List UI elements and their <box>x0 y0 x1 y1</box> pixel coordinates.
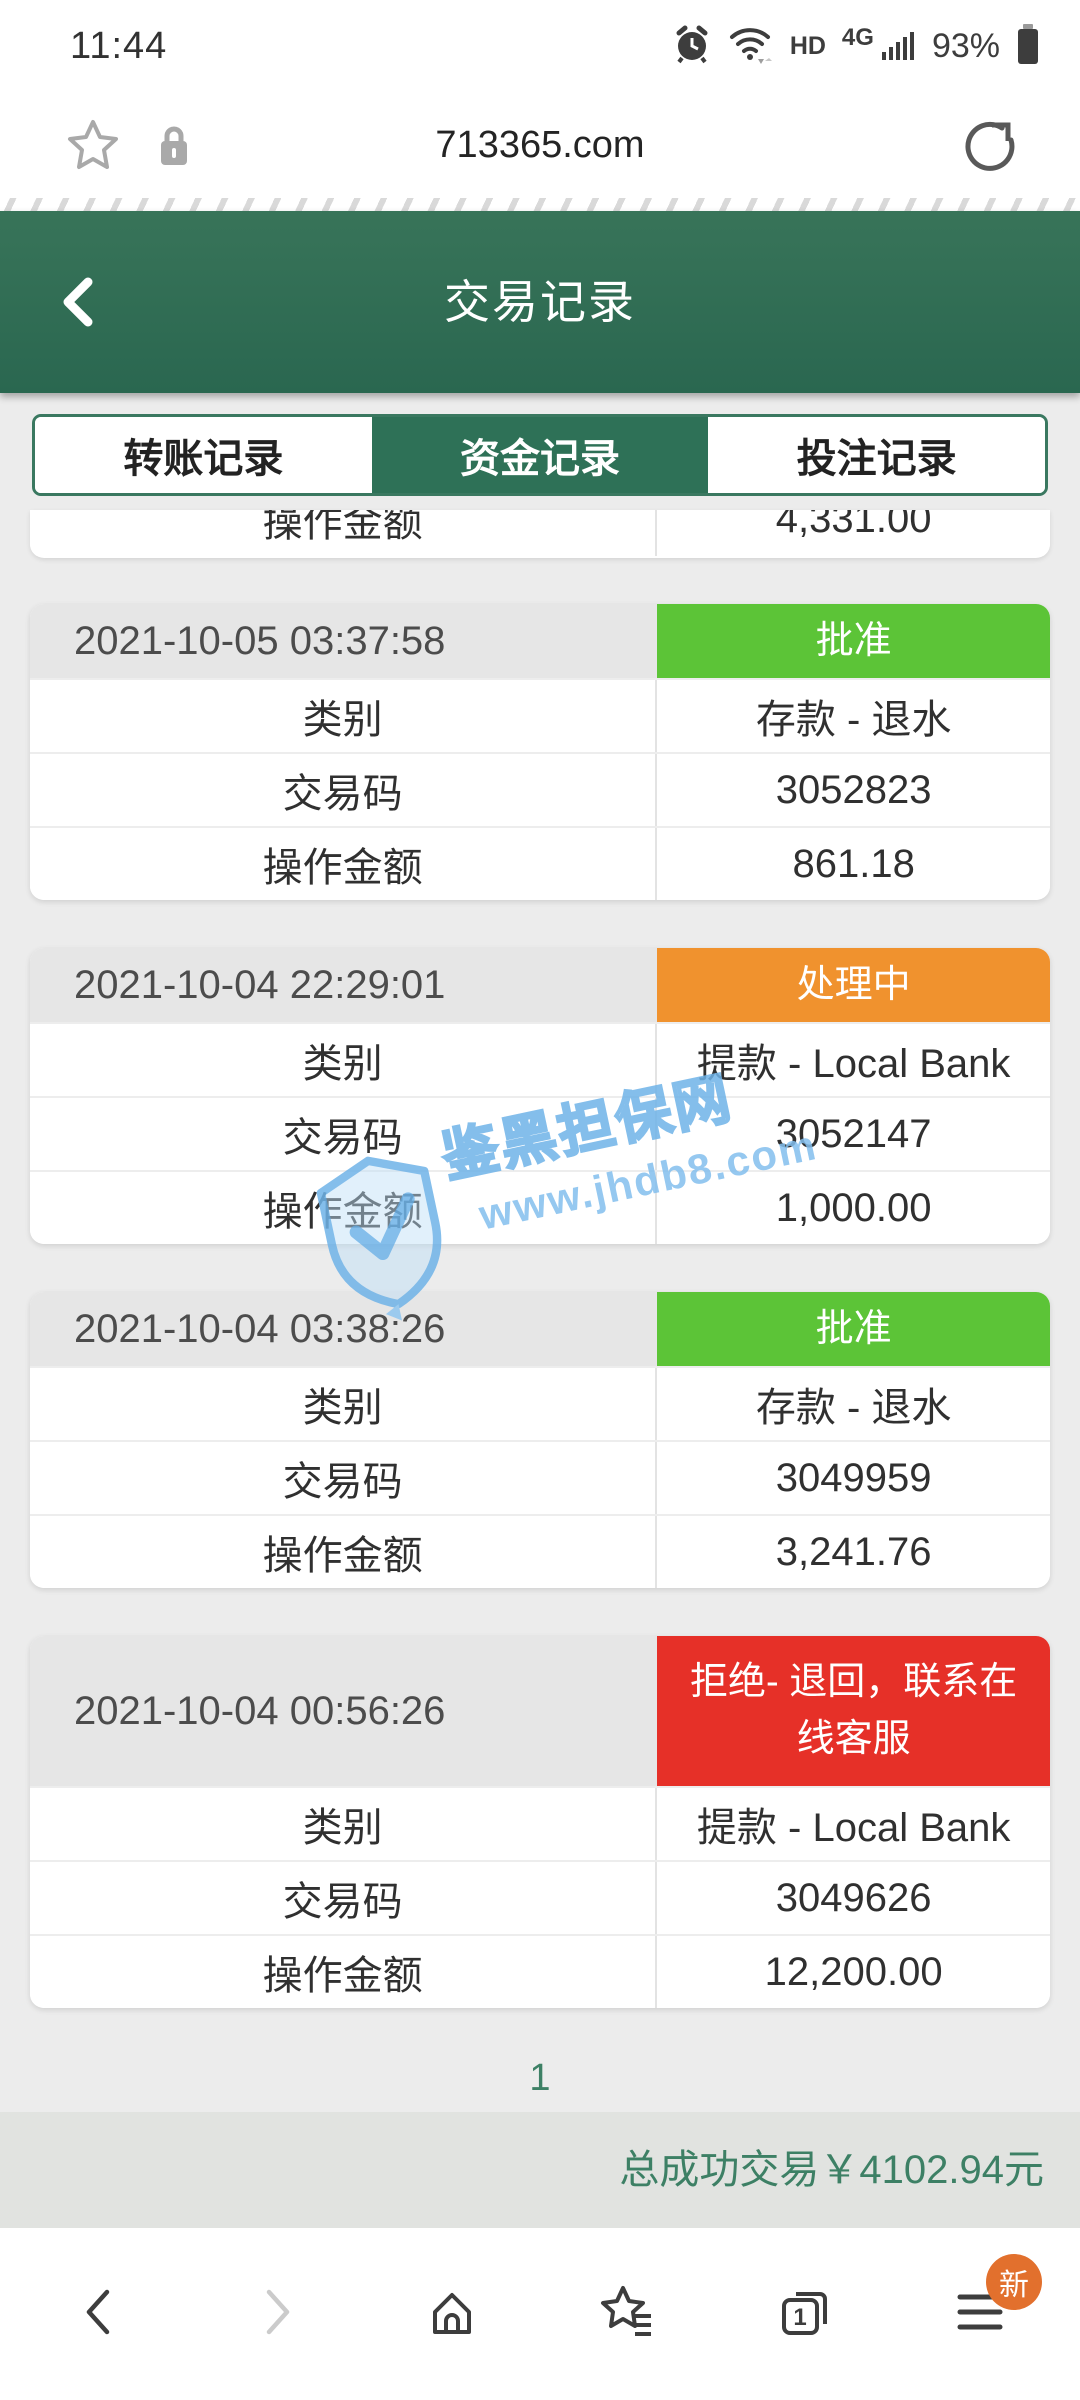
battery-percentage: 93% <box>931 26 1000 65</box>
favorite-star-icon[interactable] <box>64 116 122 179</box>
category-value: 提款 - Local Bank <box>696 1806 1011 1850</box>
wifi-icon <box>728 23 774 70</box>
network-type-label: 4G <box>841 24 874 51</box>
alarm-icon <box>672 23 712 70</box>
table-row: 操作金额 4,331.00 <box>30 510 1050 556</box>
transaction-card-header: 2021-10-04 03:38:26 批准 <box>30 1292 1050 1366</box>
table-row: 操作金额 861.18 <box>30 826 1050 900</box>
amount-label: 操作金额 <box>30 1172 658 1244</box>
nav-forward-icon <box>250 2286 302 2343</box>
amount-value: 1,000.00 <box>775 1185 932 1230</box>
hd-label: HD <box>789 31 826 60</box>
transaction-card: 2021-10-04 00:56:26 拒绝- 退回，联系在线客服 类别 提款 … <box>30 1636 1050 2008</box>
nav-forward-button[interactable] <box>246 2284 306 2344</box>
signal-4g-icon <box>880 26 916 67</box>
status-bar: 11:44 <box>0 0 1080 92</box>
transaction-datetime: 2021-10-04 00:56:26 <box>30 1636 658 1786</box>
code-label: 交易码 <box>30 1442 658 1514</box>
nav-menu-button[interactable]: 新 <box>950 2254 1042 2344</box>
code-value: 3049959 <box>775 1455 932 1500</box>
bookmarks-icon <box>599 2284 657 2345</box>
back-button[interactable] <box>52 274 108 330</box>
amount-value: 3,241.76 <box>775 1529 932 1574</box>
record-tabs: 转账记录 资金记录 投注记录 <box>32 414 1048 496</box>
amount-value: 861.18 <box>792 841 915 886</box>
nav-back-icon <box>74 2286 126 2343</box>
url-text[interactable]: 713365.com <box>435 124 645 166</box>
tab-transfer-records[interactable]: 转账记录 <box>35 417 372 493</box>
tabs-icon: 1 <box>776 2284 832 2345</box>
code-label: 交易码 <box>30 1862 658 1934</box>
transaction-card-header: 2021-10-04 00:56:26 拒绝- 退回，联系在线客服 <box>30 1636 1050 1786</box>
page-title: 交易记录 <box>444 276 636 328</box>
lock-icon[interactable] <box>156 124 192 173</box>
transaction-card: 2021-10-04 22:29:01 处理中 类别 提款 - Local Ba… <box>30 948 1050 1244</box>
nav-tabs-button[interactable]: 1 <box>774 2284 834 2344</box>
code-label: 交易码 <box>30 754 658 826</box>
code-value: 3052147 <box>775 1111 932 1156</box>
transaction-card: 2021-10-05 03:37:58 批准 类别 存款 - 退水 交易码 30… <box>30 604 1050 900</box>
category-label: 类别 <box>30 1024 658 1096</box>
amount-label: 操作金额 <box>30 1516 658 1588</box>
amount-value: 4,331.00 <box>775 510 932 541</box>
browser-nav-bar: 1 新 <box>0 2228 1080 2400</box>
code-value: 3052823 <box>775 767 932 812</box>
status-time: 11:44 <box>70 24 168 67</box>
category-label: 类别 <box>30 680 658 752</box>
new-badge: 新 <box>986 2254 1042 2310</box>
amount-value: 12,200.00 <box>764 1949 943 1994</box>
transaction-datetime: 2021-10-05 03:37:58 <box>30 604 658 678</box>
table-row: 操作金额 12,200.00 <box>30 1934 1050 2008</box>
table-row: 类别 提款 - Local Bank <box>30 1022 1050 1096</box>
battery-icon <box>1016 23 1040 70</box>
address-bar: 713365.com <box>0 92 1080 198</box>
table-row: 类别 存款 - 退水 <box>30 1366 1050 1440</box>
table-row: 操作金额 1,000.00 <box>30 1170 1050 1244</box>
transaction-datetime: 2021-10-04 03:38:26 <box>30 1292 658 1366</box>
partial-transaction-card: 操作金额 4,331.00 <box>30 510 1050 558</box>
category-value: 提款 - Local Bank <box>696 1042 1011 1086</box>
code-value: 3049626 <box>775 1875 932 1920</box>
transaction-list: 2021-10-05 03:37:58 批准 类别 存款 - 退水 交易码 30… <box>30 604 1050 2056</box>
table-row: 交易码 3049626 <box>30 1860 1050 1934</box>
table-row: 交易码 3052823 <box>30 752 1050 826</box>
category-value: 存款 - 退水 <box>755 1386 952 1430</box>
reload-icon[interactable] <box>964 118 1018 177</box>
transaction-card-header: 2021-10-04 22:29:01 处理中 <box>30 948 1050 1022</box>
transaction-card-header: 2021-10-05 03:37:58 批准 <box>30 604 1050 678</box>
tab-fund-records[interactable]: 资金记录 <box>371 417 709 493</box>
svg-text:1: 1 <box>793 2304 806 2331</box>
nav-home-button[interactable] <box>422 2284 482 2344</box>
pagination-current-page[interactable]: 1 <box>529 2057 551 2099</box>
amount-label: 操作金额 <box>30 1936 658 2008</box>
nav-back-button[interactable] <box>70 2284 130 2344</box>
transaction-status-badge: 批准 <box>657 604 1050 678</box>
table-row: 操作金额 3,241.76 <box>30 1514 1050 1588</box>
transaction-card: 2021-10-04 03:38:26 批准 类别 存款 - 退水 交易码 30… <box>30 1292 1050 1588</box>
home-icon <box>424 2284 480 2345</box>
table-row: 类别 存款 - 退水 <box>30 678 1050 752</box>
address-bar-separator <box>0 198 1080 211</box>
total-success-amount: 总成功交易￥4102.94元 <box>0 2112 1080 2228</box>
code-label: 交易码 <box>30 1098 658 1170</box>
transaction-status-badge: 拒绝- 退回，联系在线客服 <box>657 1636 1050 1786</box>
amount-label: 操作金额 <box>30 510 658 556</box>
page-header: 交易记录 <box>0 211 1080 393</box>
table-row: 交易码 3049959 <box>30 1440 1050 1514</box>
transaction-status-badge: 批准 <box>657 1292 1050 1366</box>
transaction-status-badge: 处理中 <box>657 948 1050 1022</box>
category-value: 存款 - 退水 <box>755 698 952 742</box>
table-row: 类别 提款 - Local Bank <box>30 1786 1050 1860</box>
table-row: 交易码 3052147 <box>30 1096 1050 1170</box>
transaction-datetime: 2021-10-04 22:29:01 <box>30 948 658 1022</box>
category-label: 类别 <box>30 1788 658 1860</box>
category-label: 类别 <box>30 1368 658 1440</box>
amount-label: 操作金额 <box>30 828 658 900</box>
tab-betting-records[interactable]: 投注记录 <box>708 417 1045 493</box>
nav-bookmarks-button[interactable] <box>598 2284 658 2344</box>
